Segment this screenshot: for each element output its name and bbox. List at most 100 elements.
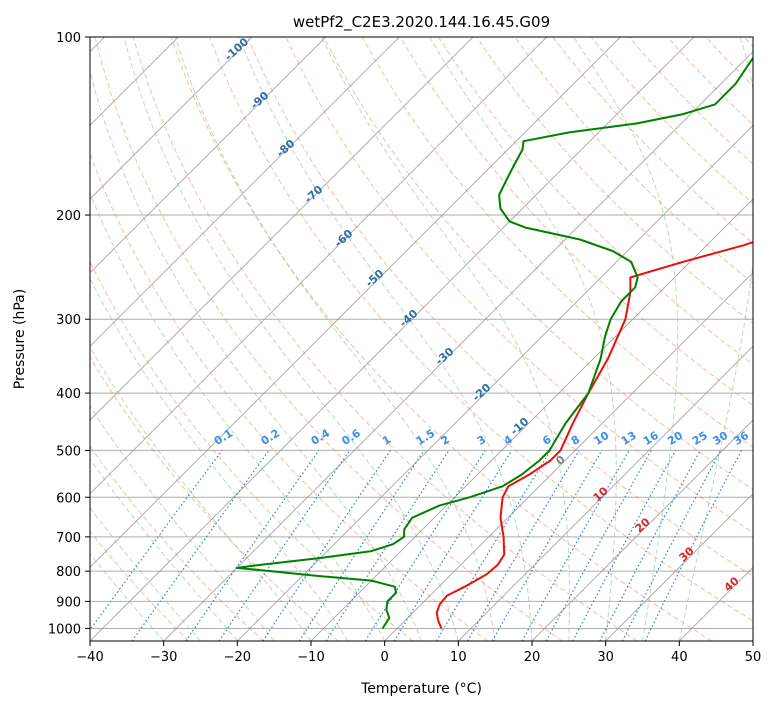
axes: −40 −30 −20 −10 0 10 20 30 40 50 100 200 300 400 500 60… (48, 31, 761, 665)
moist-adiabat-line (678, 37, 753, 641)
moist-adiabat-line (174, 37, 496, 641)
dry-adiabat-line (90, 445, 264, 641)
mixing-ratio-line (644, 450, 743, 641)
isotherm-line (90, 37, 621, 569)
dry-adiabat-label: -20 (470, 381, 494, 404)
isotherm-line (752, 640, 753, 641)
dry-adiabat-label: 30 (677, 544, 697, 564)
dry-adiabat-line (743, 37, 753, 48)
mixing-ratio-line (262, 450, 391, 641)
moist-adiabat-line (90, 405, 275, 641)
y-tick-label: 400 (56, 387, 81, 402)
mixing-ratio-label: 25 (690, 429, 710, 448)
x-tick-label: 10 (450, 650, 467, 665)
dry-adiabat-label: -90 (248, 89, 272, 112)
isotherm-line (163, 50, 753, 641)
mixing-ratio-line (131, 450, 270, 641)
isobars (90, 37, 753, 629)
moist-adiabat-line (90, 458, 238, 641)
isotherm-line (384, 271, 753, 641)
mixing-ratio-line (90, 450, 223, 631)
isotherm-line (90, 37, 548, 495)
mixing-ratio-label: 3 (475, 433, 488, 448)
x-tick-label: −40 (76, 650, 103, 665)
dewpoint-profile-line (235, 56, 753, 630)
isotherm-line (90, 37, 253, 200)
isotherm-line (90, 37, 474, 421)
mixing-ratio-line (325, 450, 450, 641)
mixing-ratio-line (545, 450, 652, 641)
chart-title: wetPf2_C2E3.2020.144.16.45.G09 (293, 13, 550, 32)
y-axis-label: Pressure (hPa) (12, 289, 28, 389)
dry-adiabat-label: -10 (508, 415, 532, 438)
mixing-ratio-label: 0.2 (259, 427, 282, 448)
x-tick-label: 50 (745, 650, 762, 665)
dry-adiabat-line (90, 530, 190, 641)
isotherm-line (90, 37, 327, 274)
mixing-ratio-line (572, 450, 677, 641)
mixing-ratio-label: 2 (439, 433, 452, 448)
dry-adiabat-line (90, 152, 488, 641)
y-tick-label: 100 (56, 31, 81, 46)
moist-adiabat-line (238, 37, 533, 641)
dry-adiabat-line (90, 356, 339, 641)
moist-adiabat-line (90, 277, 349, 641)
dry-adiabat-line (209, 37, 753, 622)
mixing-ratio-line (218, 450, 351, 641)
x-axis-label: Temperature (°C) (360, 681, 482, 697)
x-tick-label: −20 (224, 650, 251, 665)
dry-adiabat-label: -50 (363, 267, 387, 290)
dry-adiabat-label: -100 (222, 35, 251, 63)
dry-adiabat-label: -70 (302, 183, 326, 206)
isotherm-line (457, 345, 753, 641)
x-tick-label: 30 (597, 650, 614, 665)
y-tick-label: 700 (56, 531, 81, 546)
y-tick-label: 200 (56, 209, 81, 224)
dry-adiabats (90, 37, 753, 641)
dry-adiabat-label: 20 (633, 515, 653, 535)
mixing-ratio-line (621, 450, 722, 641)
x-tick-label: −10 (297, 650, 324, 665)
dry-adiabat-line (132, 37, 638, 641)
isotherm-line (236, 124, 753, 641)
isotherm-line (531, 419, 753, 641)
dry-adiabat-line (399, 37, 753, 407)
y-tick-label: 900 (56, 595, 81, 610)
moist-adiabat-line (573, 37, 679, 641)
x-tick-label: 40 (671, 650, 688, 665)
x-tick-label: 0 (381, 650, 389, 665)
mixing-ratio-line (298, 450, 425, 641)
dry-adiabat-line (705, 37, 753, 87)
mixing-ratio-line (435, 450, 552, 641)
x-tick-label: −30 (150, 650, 177, 665)
moist-adiabat-line (321, 37, 571, 641)
mixing-ratio-label: 36 (731, 429, 751, 448)
mixing-ratio-label: 16 (641, 429, 661, 448)
dry-adiabat-line (323, 37, 753, 491)
y-tick-label: 300 (56, 313, 81, 328)
isotherm-line (90, 37, 695, 641)
mixing-ratio-label: 0.1 (212, 427, 235, 448)
dry-adiabat-label: -80 (274, 137, 298, 160)
mixing-ratio-label: 1 (380, 433, 393, 448)
mixing-ratio-line (185, 450, 320, 641)
moist-adiabat-line (123, 37, 459, 641)
isotherm-line (678, 566, 753, 641)
moist-adiabat-line (429, 37, 617, 641)
plot-frame (89, 36, 754, 642)
moist-adiabat-line (90, 69, 422, 641)
isotherm-line (90, 37, 400, 348)
dry-adiabat-line (437, 37, 753, 365)
y-tick-label: 1000 (48, 622, 81, 637)
dry-adiabat-label: -30 (433, 345, 457, 368)
y-tick-label: 500 (56, 444, 81, 459)
moist-adiabat-line (90, 191, 386, 641)
moist-adiabat-line (90, 346, 312, 641)
dry-adiabat-label: 40 (722, 574, 742, 594)
isotherms (90, 37, 753, 641)
temperature-profile-line (435, 241, 753, 629)
y-tick-label: 600 (56, 491, 81, 506)
dry-adiabat-line (247, 37, 753, 577)
mixing-ratio-line (521, 450, 630, 641)
